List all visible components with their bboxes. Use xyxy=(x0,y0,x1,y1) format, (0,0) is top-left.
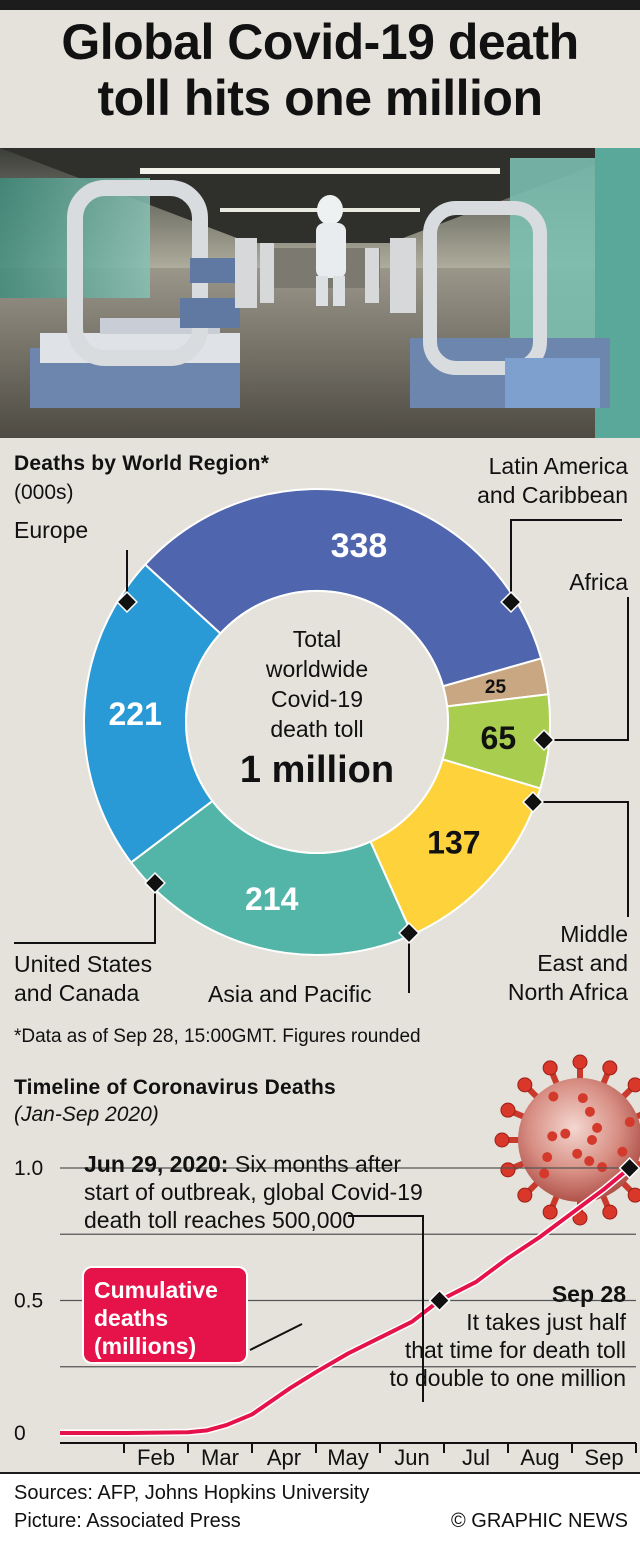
badge-line-3: (millions) xyxy=(94,1333,197,1359)
virus-protein xyxy=(548,1091,559,1102)
footer-picture: Picture: Associated Press xyxy=(14,1510,241,1532)
virus-protein xyxy=(597,1162,608,1173)
footer: Sources: AFP, Johns Hopkins University P… xyxy=(0,1472,640,1568)
virus-spike-head xyxy=(542,1060,558,1076)
donut-value-us-canada: 214 xyxy=(245,881,299,917)
virus-spike-head xyxy=(517,1077,533,1093)
virus-protein xyxy=(577,1093,588,1104)
footer-credit: © GRAPHIC NEWS xyxy=(451,1510,628,1532)
x-tick-label: Sep xyxy=(584,1445,623,1470)
x-tick-label: Aug xyxy=(520,1445,559,1470)
virus-icon xyxy=(494,1054,640,1226)
donut-value-latin-america: 338 xyxy=(331,527,388,565)
footer-sources: Sources: AFP, Johns Hopkins University xyxy=(14,1482,370,1504)
timeline-subheading: (Jan-Sep 2020) xyxy=(14,1103,159,1126)
donut-value-africa: 25 xyxy=(485,677,507,698)
virus-spike-head xyxy=(602,1204,618,1220)
line-chart: 0 0.5 1.0 Feb Mar Apr May Jun Jul Aug Sep xyxy=(14,1157,640,1470)
virus-protein xyxy=(584,1106,595,1117)
donut-value-asia-pacific: 137 xyxy=(427,824,480,860)
virus-spike-head xyxy=(572,1054,588,1070)
y-tick-label: 0 xyxy=(14,1422,26,1445)
y-tick-label: 1.0 xyxy=(14,1157,43,1180)
marker-sep28 xyxy=(618,1157,640,1179)
marker-jun29 xyxy=(428,1289,451,1312)
page-title: Global Covid-19 death toll hits one mill… xyxy=(0,14,640,126)
center-line-3: Covid-19 xyxy=(270,686,364,712)
donut-value-mena: 65 xyxy=(481,720,517,756)
badge-line-2: deaths xyxy=(94,1305,169,1331)
label-usc-line-1: United States xyxy=(14,951,153,977)
label-africa: Africa xyxy=(569,569,628,595)
label-mena: Middle East and North Africa xyxy=(508,920,628,1007)
y-tick-label: 0.5 xyxy=(14,1290,43,1313)
virus-protein xyxy=(542,1152,553,1163)
title-line-2: toll hits one million xyxy=(97,70,543,126)
badge-line-1: Cumulative xyxy=(94,1277,218,1303)
virus-spike-head xyxy=(494,1132,510,1148)
virus-spike-head xyxy=(500,1162,516,1178)
donut-chart: 338 25 65 137 214 221 xyxy=(14,488,629,993)
annotation-jun29-bold: Jun 29, 2020: xyxy=(84,1151,229,1177)
x-tick-label: Mar xyxy=(201,1445,239,1470)
virus-spike-head xyxy=(542,1204,558,1220)
label-mena-line-2: East and xyxy=(537,950,628,976)
virus-protein xyxy=(572,1148,583,1159)
x-tick-label: Jul xyxy=(462,1445,490,1470)
virus-spike-head xyxy=(602,1060,618,1076)
label-mena-line-3: North Africa xyxy=(507,979,628,1005)
x-tick-label: Jun xyxy=(394,1445,429,1470)
donut-center-text: Total worldwide Covid-19 death toll 1 mi… xyxy=(217,624,417,796)
donut-unit: (000s) xyxy=(14,481,74,504)
label-latam-line-1: Latin America xyxy=(488,453,628,479)
series-line xyxy=(60,1166,631,1435)
x-tick-label: Apr xyxy=(267,1445,301,1470)
label-latin-america: Latin America and Caribbean xyxy=(477,452,628,510)
annotation-sep28-bold: Sep 28 xyxy=(551,1281,626,1307)
virus-protein xyxy=(560,1128,571,1139)
donut-footnote: *Data as of Sep 28, 15:00GMT. Figures ro… xyxy=(14,1026,421,1047)
annotation-sep28-line1: It takes just half xyxy=(466,1309,626,1335)
virus-spike-head xyxy=(500,1102,516,1118)
label-mena-line-1: Middle xyxy=(560,921,628,947)
label-europe: Europe xyxy=(14,517,89,543)
annotation-sep28-line2: that time for death toll xyxy=(404,1337,626,1363)
virus-protein xyxy=(584,1156,595,1167)
virus-spike-head xyxy=(627,1187,640,1203)
virus-spike-head xyxy=(627,1077,640,1093)
center-line-2: worldwide xyxy=(265,656,369,682)
center-total: 1 million xyxy=(239,749,395,791)
annotation-sep28-line3: to double to one million xyxy=(389,1365,626,1391)
virus-protein xyxy=(587,1135,597,1145)
virus-protein xyxy=(592,1122,603,1133)
top-bar xyxy=(0,0,640,10)
center-line-4: death toll xyxy=(270,716,364,742)
annotation-jun29-text3: death toll reaches 500,000 xyxy=(84,1207,356,1233)
cumulative-deaths-badge: Cumulative deaths (millions) xyxy=(82,1266,248,1364)
x-tick-label: May xyxy=(327,1445,369,1470)
donut-value-europe: 221 xyxy=(109,696,162,732)
virus-protein xyxy=(547,1131,558,1142)
donut-heading: Deaths by World Region* xyxy=(14,452,270,475)
virus-protein xyxy=(539,1168,550,1179)
annotation-jun29-text1: Six months after xyxy=(228,1151,402,1177)
center-line-1: Total xyxy=(292,626,342,652)
annotation-jun29-text2: start of outbreak, global Covid-19 xyxy=(84,1179,423,1205)
label-usc-line-2: and Canada xyxy=(14,980,140,1006)
label-us-canada: United States and Canada xyxy=(14,950,152,1008)
virus-protein xyxy=(617,1146,628,1157)
annotation-jun29: Jun 29, 2020: Six months after start of … xyxy=(84,1150,423,1234)
timeline-heading: Timeline of Coronavirus Deaths xyxy=(14,1076,336,1099)
virus-spike-head xyxy=(517,1187,533,1203)
virus-protein xyxy=(624,1117,635,1128)
x-tick-label: Feb xyxy=(137,1445,175,1470)
label-asia-pacific: Asia and Pacific xyxy=(208,981,372,1007)
annotation-sep28: Sep 28 It takes just half that time for … xyxy=(389,1280,626,1392)
hospital-ward-photo xyxy=(0,148,640,438)
label-latam-line-2: and Caribbean xyxy=(477,482,628,508)
title-line-1: Global Covid-19 death xyxy=(61,14,579,70)
